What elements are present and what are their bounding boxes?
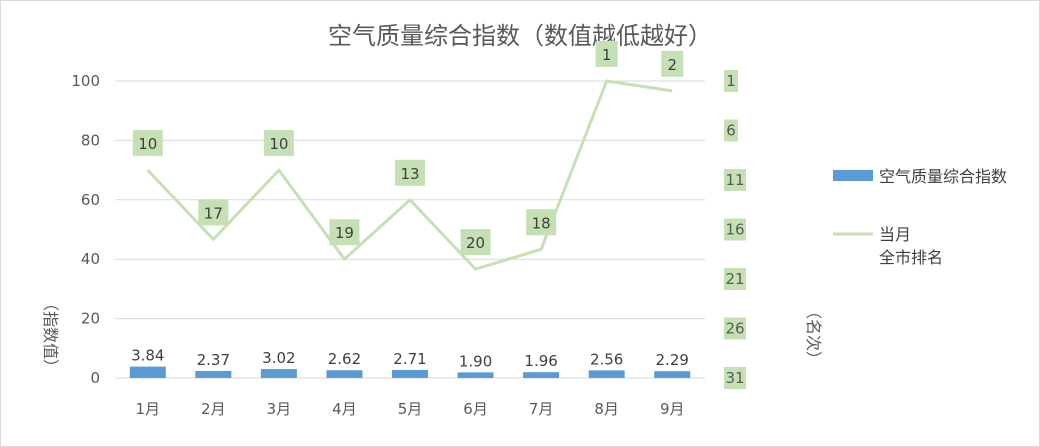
x-category-label: 2月 bbox=[201, 400, 226, 418]
rank-label-box bbox=[198, 199, 229, 226]
rank-value-label: 10 bbox=[138, 135, 157, 153]
bar-4月 bbox=[326, 370, 363, 378]
rank-line bbox=[146, 79, 673, 271]
rank-line-series: 10 17 10 19 13 20 18 1 2 bbox=[132, 41, 684, 271]
y2-tick-box bbox=[724, 169, 746, 191]
y2-tick-label: 16 bbox=[725, 221, 744, 239]
bar-7月 bbox=[523, 372, 560, 378]
bar-value-label: 3.02 bbox=[262, 349, 295, 367]
y-axis-ticks: 0 20 40 60 80 100 bbox=[71, 72, 100, 387]
y2-tick-label: 11 bbox=[725, 171, 744, 189]
bar-2月 bbox=[195, 370, 232, 378]
y2-tick-box bbox=[724, 367, 746, 389]
y2-tick-box bbox=[724, 70, 738, 92]
x-category-label: 9月 bbox=[660, 400, 685, 418]
rank-value-label: 2 bbox=[667, 56, 677, 74]
bar-value-label: 2.37 bbox=[197, 351, 230, 369]
bar-9月 bbox=[654, 371, 691, 378]
rank-value-label: 1 bbox=[602, 46, 612, 64]
x-category-label: 1月 bbox=[136, 400, 161, 418]
legend-line-label-1: 当月 bbox=[879, 225, 911, 244]
bar-value-label: 1.90 bbox=[459, 352, 492, 370]
bar-series: 3.84 2.37 3.02 2.62 2.71 1.90 1.96 2.56 2.29 bbox=[129, 347, 691, 378]
legend-bar-label: 空气质量综合指数 bbox=[879, 167, 1007, 186]
bar-5月 bbox=[392, 369, 428, 378]
secondary-y-axis-title: （名次） bbox=[804, 303, 823, 367]
rank-label-box bbox=[526, 209, 557, 236]
y2-tick-label: 1 bbox=[726, 72, 736, 90]
y-tick-label: 40 bbox=[81, 250, 100, 268]
bar-value-label: 2.62 bbox=[328, 350, 361, 368]
x-category-label: 4月 bbox=[332, 400, 357, 418]
y-tick-label: 60 bbox=[81, 191, 100, 209]
x-axis-categories: 1月 2月 3月 4月 5月 6月 7月 8月 9月 bbox=[136, 400, 685, 418]
y2-tick-box bbox=[724, 218, 746, 241]
chart-title: 空气质量综合指数（数值越低越好） bbox=[328, 22, 712, 50]
rank-value-label: 17 bbox=[204, 204, 223, 222]
bar-1月 bbox=[129, 366, 166, 378]
bar-value-label: 2.71 bbox=[393, 350, 426, 368]
rank-label-box bbox=[661, 50, 684, 77]
x-category-label: 5月 bbox=[398, 400, 423, 418]
rank-value-label: 10 bbox=[269, 135, 288, 153]
y-tick-label: 80 bbox=[81, 131, 100, 149]
rank-value-label: 18 bbox=[532, 214, 551, 232]
bar-value-label: 2.29 bbox=[656, 351, 689, 369]
rank-label-box bbox=[263, 130, 294, 157]
y2-tick-box bbox=[724, 317, 746, 340]
legend: 空气质量综合指数 当月 全市排名 bbox=[833, 167, 1007, 267]
y2-tick-label: 6 bbox=[726, 122, 736, 140]
bar-value-label: 1.96 bbox=[524, 352, 557, 370]
bar-value-label: 2.56 bbox=[590, 350, 623, 368]
bar-6月 bbox=[457, 372, 494, 378]
y-tick-label: 100 bbox=[71, 72, 100, 90]
bar-3月 bbox=[260, 369, 297, 378]
x-category-label: 6月 bbox=[463, 400, 488, 418]
x-category-label: 7月 bbox=[529, 400, 554, 418]
y-axis-title: （指数值） bbox=[41, 295, 60, 375]
rank-value-label: 19 bbox=[335, 224, 354, 242]
bar-8月 bbox=[588, 370, 625, 378]
bar-value-label: 3.84 bbox=[131, 347, 164, 365]
y-tick-label: 0 bbox=[90, 369, 100, 387]
rank-label-box bbox=[595, 41, 618, 67]
rank-label-box bbox=[395, 159, 425, 186]
y2-tick-label: 21 bbox=[725, 270, 744, 288]
rank-value-label: 20 bbox=[466, 234, 485, 252]
x-category-label: 3月 bbox=[267, 400, 292, 418]
y2-tick-label: 31 bbox=[725, 369, 744, 387]
x-category-label: 8月 bbox=[594, 400, 619, 418]
rank-label-box bbox=[132, 130, 163, 157]
y2-tick-box bbox=[724, 268, 746, 290]
rank-label-box bbox=[460, 229, 491, 256]
legend-bar-swatch bbox=[833, 170, 873, 181]
y2-tick-label: 26 bbox=[725, 320, 744, 338]
rank-value-label: 13 bbox=[400, 165, 419, 183]
y-tick-label: 20 bbox=[81, 310, 100, 328]
legend-line-label-2: 全市排名 bbox=[879, 248, 943, 267]
rank-label-box bbox=[329, 219, 360, 246]
y2-tick-box bbox=[724, 119, 738, 142]
